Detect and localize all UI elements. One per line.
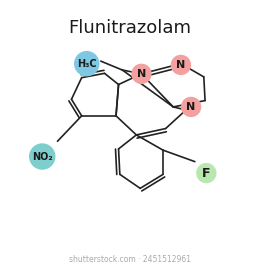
Text: N: N [137,69,146,79]
Text: NO₂: NO₂ [32,151,53,162]
Text: H₃C: H₃C [77,59,96,69]
Circle shape [181,97,201,117]
Circle shape [131,64,152,84]
Text: N: N [176,60,186,70]
Circle shape [74,51,100,76]
Text: N: N [186,102,196,112]
Text: Flunitrazolam: Flunitrazolam [68,19,192,37]
Circle shape [29,143,55,170]
Text: F: F [202,167,211,179]
Circle shape [196,163,217,183]
Text: shutterstock.com · 2451512961: shutterstock.com · 2451512961 [69,255,191,264]
Circle shape [171,55,191,75]
